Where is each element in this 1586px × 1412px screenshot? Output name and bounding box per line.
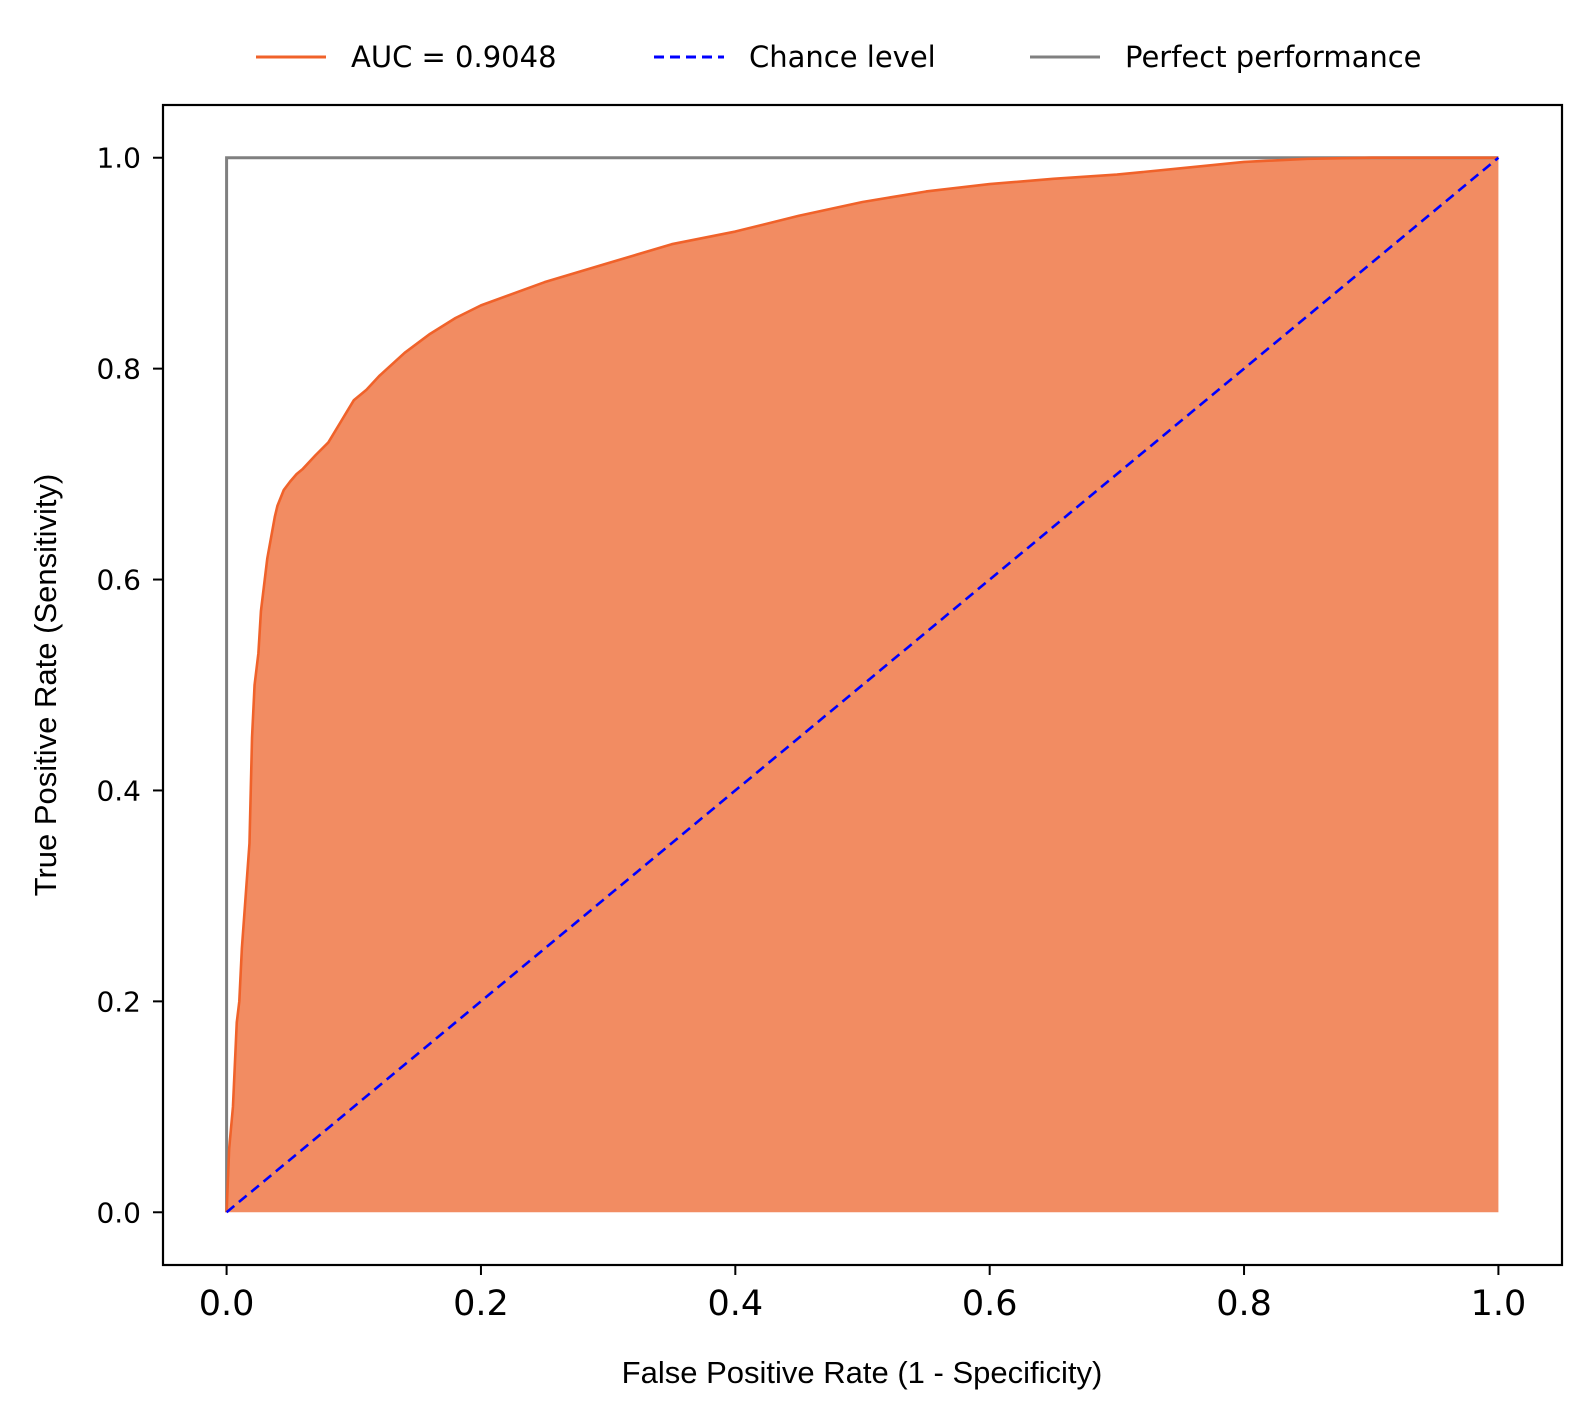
y-tick-label: 1.0 [96,142,141,175]
y-tick-label: 0.2 [96,985,141,1018]
x-tick-label: 1.0 [1471,1284,1527,1324]
y-tick-label: 0.6 [96,564,141,597]
x-tick-label: 0.0 [199,1284,255,1324]
legend-item-auc: AUC = 0.9048 [256,40,557,74]
y-axis: 0.0 0.2 0.4 0.6 0.8 1.0 [96,142,163,1229]
y-tick-label: 0.8 [96,353,141,386]
legend: AUC = 0.9048 Chance level Perfect perfor… [256,40,1422,74]
x-tick-label: 0.4 [707,1284,763,1324]
plot-frame [161,103,1564,1267]
plot-area [225,156,1500,1214]
chance-level-line [225,156,1500,1214]
legend-item-perfect: Perfect performance [1030,40,1422,74]
x-axis-label: False Positive Rate (1 - Specificity) [622,1355,1103,1390]
x-tick-label: 0.6 [962,1284,1018,1324]
x-tick-label: 0.8 [1216,1284,1272,1324]
y-tick-label: 0.4 [96,774,141,807]
legend-label-perfect: Perfect performance [1125,40,1422,74]
legend-label-auc: AUC = 0.9048 [351,40,557,74]
legend-label-chance: Chance level [749,40,936,74]
x-axis: 0.0 0.2 0.4 0.6 0.8 1.0 [199,1265,1526,1324]
perfect-performance-line [225,156,1499,1213]
roc-curve-line [225,156,1499,1213]
legend-item-chance: Chance level [654,40,936,74]
y-tick-label: 0.0 [96,1196,141,1229]
y-axis-label: True Positive Rate (Sensitivity) [28,474,63,897]
x-tick-label: 0.2 [453,1284,509,1324]
